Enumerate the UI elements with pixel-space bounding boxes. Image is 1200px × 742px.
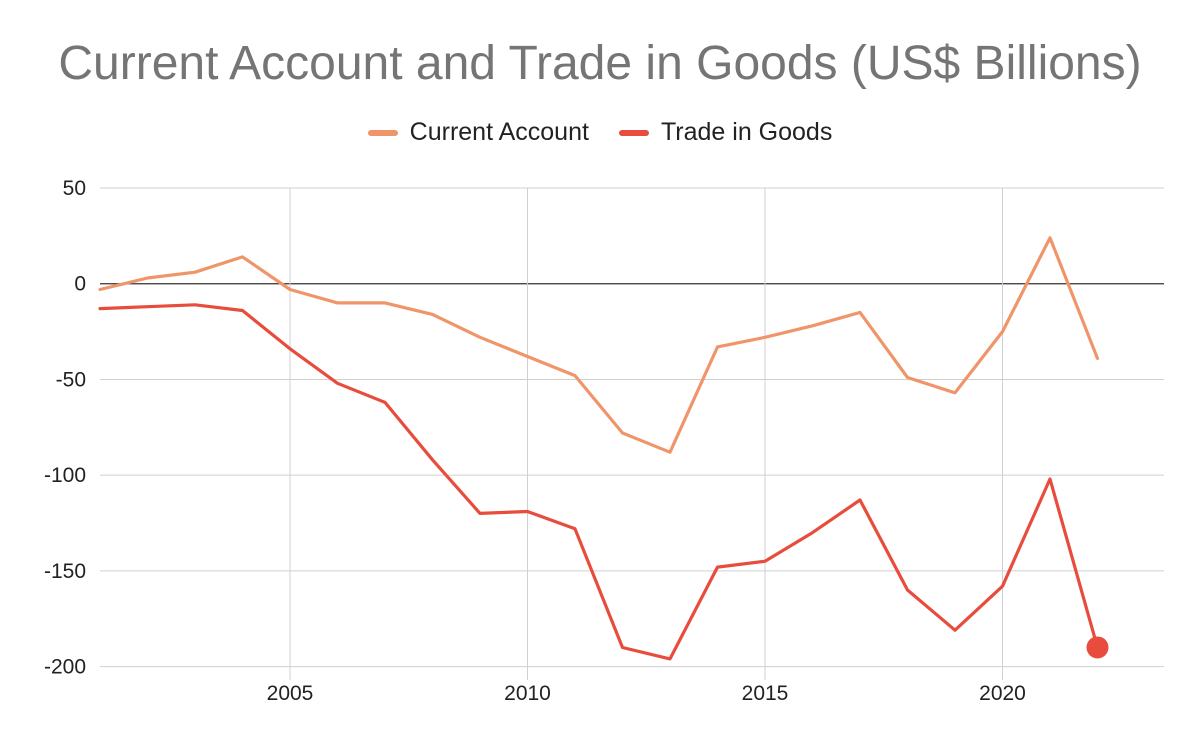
y-tick-label: 50 <box>63 177 86 200</box>
chart-title: Current Account and Trade in Goods (US$ … <box>58 37 1142 90</box>
y-tick-label: -200 <box>44 656 86 679</box>
grid-lines <box>100 187 1164 680</box>
y-tick-label: -150 <box>44 560 86 583</box>
legend-item-current-account[interactable]: Current Account <box>367 118 589 147</box>
y-tick-label: 0 <box>74 273 86 296</box>
legend-label-trade-in-goods: Trade in Goods <box>660 118 833 146</box>
highlight-markers <box>1086 636 1109 659</box>
x-tick-label: 2010 <box>504 682 551 705</box>
legend-swatch-trade-in-goods <box>618 129 649 136</box>
legend-swatch-current-account <box>367 129 398 136</box>
x-axis-tick-labels: 2005 2010 2015 2020 <box>267 682 1026 705</box>
legend: Current Account Trade in Goods <box>0 118 1200 147</box>
y-tick-label: -100 <box>44 464 86 487</box>
series-lines <box>98 236 1100 661</box>
highlighted-point[interactable] <box>1086 636 1109 659</box>
x-tick-label: 2020 <box>979 682 1026 705</box>
y-axis-tick-labels: 50 0 -50 -100 -150 -200 <box>44 177 86 679</box>
series-line-trade-in-goods <box>98 303 1100 661</box>
x-tick-label: 2015 <box>742 682 789 705</box>
legend-item-trade-in-goods[interactable]: Trade in Goods <box>618 118 833 147</box>
series-line-current-account <box>98 236 1100 454</box>
y-tick-label: -50 <box>56 368 86 391</box>
legend-label-current-account: Current Account <box>409 118 589 146</box>
x-tick-label: 2005 <box>267 682 314 705</box>
